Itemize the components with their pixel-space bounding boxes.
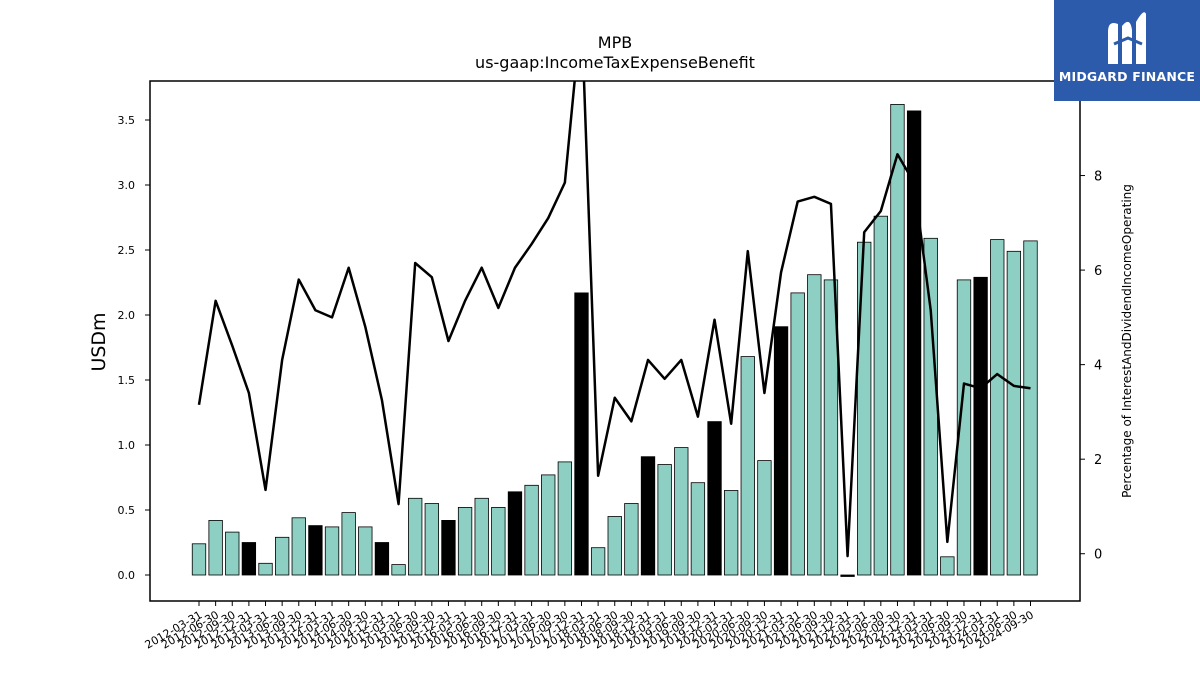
bar-2021-06-30 bbox=[807, 274, 822, 576]
bar-2012-12-31 bbox=[241, 542, 257, 576]
bar-2015-03-31 bbox=[391, 564, 406, 576]
bar-2021-12-31 bbox=[840, 574, 855, 577]
bar-2015-12-31 bbox=[441, 520, 456, 576]
midgard-logo-icon bbox=[1108, 12, 1146, 64]
bar-2024-09-30 bbox=[1023, 240, 1038, 576]
bar-2023-12-31 bbox=[973, 276, 988, 576]
y-tick-label: 3.0 bbox=[118, 179, 136, 192]
bar-2020-12-31 bbox=[773, 326, 789, 576]
brand-name: MIDGARD FINANCE bbox=[1058, 69, 1196, 84]
bar-2014-09-30 bbox=[358, 526, 373, 576]
y2-tick-label: 0 bbox=[1094, 548, 1102, 563]
bar-2014-06-30 bbox=[341, 512, 356, 576]
y-tick-label: 1.5 bbox=[118, 374, 136, 387]
y-tick-label: 0.5 bbox=[118, 504, 136, 517]
y2-tick-label: 6 bbox=[1094, 264, 1102, 279]
bar-2019-09-30 bbox=[690, 482, 706, 576]
bar-2015-09-30 bbox=[424, 503, 439, 576]
bar-2021-03-31 bbox=[790, 292, 805, 576]
bar-2022-12-31 bbox=[906, 110, 922, 576]
bar-2018-06-30 bbox=[607, 516, 622, 576]
bar-2023-03-31 bbox=[923, 237, 938, 576]
bar-2012-09-30 bbox=[225, 531, 240, 576]
bar-2019-03-31 bbox=[657, 464, 672, 576]
bar-2013-06-30 bbox=[274, 536, 290, 576]
y-tick-label: 2.5 bbox=[118, 244, 136, 257]
bar-2013-09-30 bbox=[291, 517, 306, 576]
bar-2012-03-31 bbox=[191, 543, 207, 576]
y-tick-label: 0.0 bbox=[118, 569, 136, 582]
y-axis-label: USDm bbox=[88, 312, 110, 371]
bar-2019-06-30 bbox=[674, 447, 689, 576]
bar-2019-12-31 bbox=[707, 421, 722, 576]
bar-2024-06-30 bbox=[1006, 250, 1022, 576]
bar-2020-06-30 bbox=[740, 356, 755, 576]
y2-tick-label: 8 bbox=[1094, 170, 1102, 185]
bar-2014-12-31 bbox=[374, 542, 390, 576]
y2-tick-label: 4 bbox=[1094, 359, 1102, 374]
y-tick-label: 1.0 bbox=[118, 439, 136, 452]
bar-2016-03-31 bbox=[457, 506, 473, 576]
bar-2022-06-30 bbox=[873, 215, 888, 576]
bar-2013-12-31 bbox=[308, 525, 323, 576]
bar-2018-09-30 bbox=[624, 503, 639, 576]
bar-2017-09-30 bbox=[557, 461, 573, 576]
brand-logo: MIDGARD FINANCE bbox=[1054, 0, 1200, 101]
chart-title: MPB bbox=[598, 33, 632, 52]
bar-2017-03-31 bbox=[524, 484, 539, 576]
bar-2020-09-30 bbox=[757, 460, 772, 576]
y-tick-label: 3.5 bbox=[118, 114, 136, 127]
y2-axis-label: Percentage of InterestAndDividendIncomeO… bbox=[1120, 184, 1134, 498]
bar-2012-06-30 bbox=[208, 520, 223, 576]
bar-2020-03-31 bbox=[724, 490, 739, 576]
bar-2015-06-30 bbox=[408, 497, 423, 576]
bar-2023-06-30 bbox=[940, 556, 955, 576]
bar-2014-03-31 bbox=[324, 526, 340, 576]
chart-subtitle: us-gaap:IncomeTaxExpenseBenefit bbox=[475, 53, 755, 72]
plot-frame bbox=[149, 80, 1081, 602]
bar-2023-09-30 bbox=[956, 279, 972, 576]
bar-2021-09-30 bbox=[823, 279, 839, 576]
bar-2017-06-30 bbox=[541, 474, 556, 576]
bar-2022-03-31 bbox=[857, 241, 872, 576]
bar-2018-03-31 bbox=[590, 547, 606, 576]
ratio-line bbox=[197, 81, 1031, 558]
bar-2016-12-31 bbox=[507, 491, 523, 576]
bar-2016-09-30 bbox=[491, 506, 506, 576]
bar-2016-06-30 bbox=[474, 497, 489, 576]
bar-2013-03-31 bbox=[258, 562, 273, 576]
bar-2022-09-30 bbox=[890, 104, 905, 576]
y2-tick-label: 2 bbox=[1094, 453, 1102, 468]
bar-2017-12-31 bbox=[574, 292, 589, 576]
bar-2024-03-31 bbox=[990, 239, 1005, 576]
bar-2018-12-31 bbox=[640, 456, 656, 576]
y-tick-label: 2.0 bbox=[118, 309, 136, 322]
